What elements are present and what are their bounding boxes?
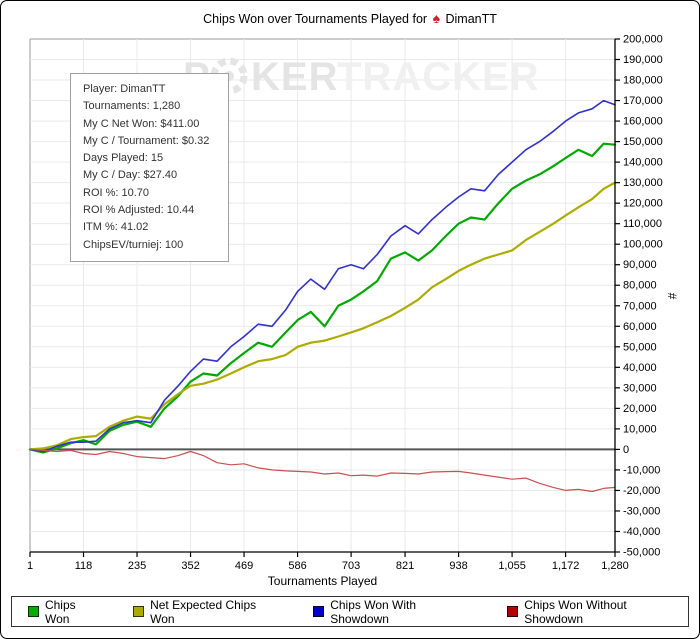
infobox-line: Tournaments: 1,280	[83, 100, 181, 113]
x-tick-label: 352	[181, 560, 199, 572]
y-tick-label: 120,000	[623, 198, 663, 210]
y-tick-label: -50,000	[623, 547, 660, 559]
legend-swatch-icon	[507, 606, 519, 617]
x-tick-label: 938	[449, 560, 467, 572]
y-tick-label: 100,000	[623, 239, 663, 251]
infobox-line: My C / Day: $27.40	[83, 169, 178, 182]
x-axis-title: Tournaments Played	[268, 574, 377, 588]
legend-swatch-icon	[28, 606, 39, 617]
x-axis-ticks: 1 118 235 352 469 586 703 821 938 1,055 1,172 1,280	[27, 552, 629, 572]
infobox-line: Player: DimanTT	[83, 83, 166, 95]
x-tick-label: 469	[235, 560, 253, 572]
chart-legend: Chips Won Net Expected Chips Won Chips Won…	[11, 596, 689, 627]
series-line-chips-won-with-showdown	[29, 99, 616, 453]
infobox-line: Days Played: 15	[83, 152, 164, 165]
legend-label: Chips Won Without Showdown	[524, 597, 627, 626]
legend-item-chips-won: Chips Won	[28, 598, 103, 626]
watermark-tracker: TRACKER	[337, 55, 540, 99]
y-axis-ticks: -50,000 -40,000 -30,000 -20,000 -10,000 0 10,0…	[615, 34, 663, 559]
x-tick-label: 1,055	[498, 560, 526, 572]
x-tick-label: 1,280	[601, 560, 629, 572]
y-tick-label: 170,000	[623, 95, 663, 107]
y-tick-label: 150,000	[623, 136, 663, 148]
y-tick-label: 10,000	[623, 423, 657, 435]
x-tick-label: 118	[75, 560, 93, 572]
legend-label: Net Expected Chips Won	[150, 597, 257, 626]
infobox-line: ROI % Adjusted: 10.44	[83, 204, 195, 217]
x-tick-label: 235	[128, 560, 146, 572]
y-tick-label: 140,000	[623, 157, 663, 169]
infobox-line: ITM %: 41.02	[83, 221, 149, 234]
x-tick-label: 1	[27, 560, 33, 572]
page-title: Chips Won over Tournaments Played for ♠ …	[1, 10, 699, 26]
x-tick-label: 1,172	[552, 560, 580, 572]
y-tick-label: 160,000	[623, 116, 663, 128]
series-line-chips-won	[28, 142, 617, 454]
legend-swatch-icon	[133, 606, 145, 617]
y-tick-label: -40,000	[623, 526, 660, 538]
y-tick-label: 50,000	[623, 341, 657, 353]
y-tick-label: 80,000	[623, 280, 657, 292]
y-tick-label: 190,000	[623, 54, 663, 66]
legend-swatch-icon	[313, 606, 325, 617]
legend-item-chips-won-without-showdown: Chips Won Without Showdown	[507, 598, 688, 626]
pokertracker-watermark: PKERTRACKER	[183, 55, 540, 99]
legend-label: Chips Won	[44, 597, 76, 626]
chart-title-player: DimanTT	[445, 12, 497, 26]
y-tick-label: 20,000	[623, 403, 657, 415]
y-tick-label: -10,000	[623, 464, 660, 476]
chart-title-text: Chips Won over Tournaments Played for	[203, 12, 428, 26]
watermark-ker: KER	[251, 55, 338, 99]
infobox-line: My C / Tournament: $0.32	[83, 134, 210, 147]
poker-chip-icon	[210, 57, 248, 95]
legend-item-chips-won-with-showdown: Chips Won With Showdown	[313, 598, 477, 626]
y-tick-label: 0	[623, 444, 629, 456]
x-tick-label: 703	[342, 560, 360, 572]
y-tick-label: 90,000	[623, 259, 657, 271]
y-axis-title: #	[665, 293, 679, 300]
stats-infobox: Player: DimanTT Tournaments: 1,280 My C Ne…	[70, 73, 229, 262]
y-tick-label: 40,000	[623, 362, 657, 374]
y-tick-label: 130,000	[623, 177, 663, 189]
y-tick-label: -30,000	[623, 505, 660, 517]
infobox-line: ROI %: 10.70	[83, 186, 150, 199]
y-tick-label: 200,000	[623, 34, 663, 46]
red-spade-icon: ♠	[432, 10, 440, 26]
y-tick-label: 60,000	[623, 321, 657, 333]
legend-item-net-expected-chips-won: Net Expected Chips Won	[133, 598, 283, 626]
x-tick-label: 821	[396, 560, 414, 572]
y-tick-label: -20,000	[623, 485, 660, 497]
y-tick-label: 70,000	[623, 300, 657, 312]
y-tick-label: 30,000	[623, 382, 657, 394]
infobox-line: ChipsEV/turniej: 100	[83, 238, 184, 251]
y-tick-label: 110,000	[623, 218, 662, 230]
legend-label: Chips Won With Showdown	[330, 597, 417, 626]
infobox-line: My C Net Won: $411.00	[83, 117, 200, 130]
series-line-net-expected-chips-won	[28, 181, 617, 451]
series-line-chips-won-without-showdown	[29, 448, 616, 493]
y-tick-label: 180,000	[623, 75, 663, 87]
x-tick-label: 586	[288, 560, 306, 572]
